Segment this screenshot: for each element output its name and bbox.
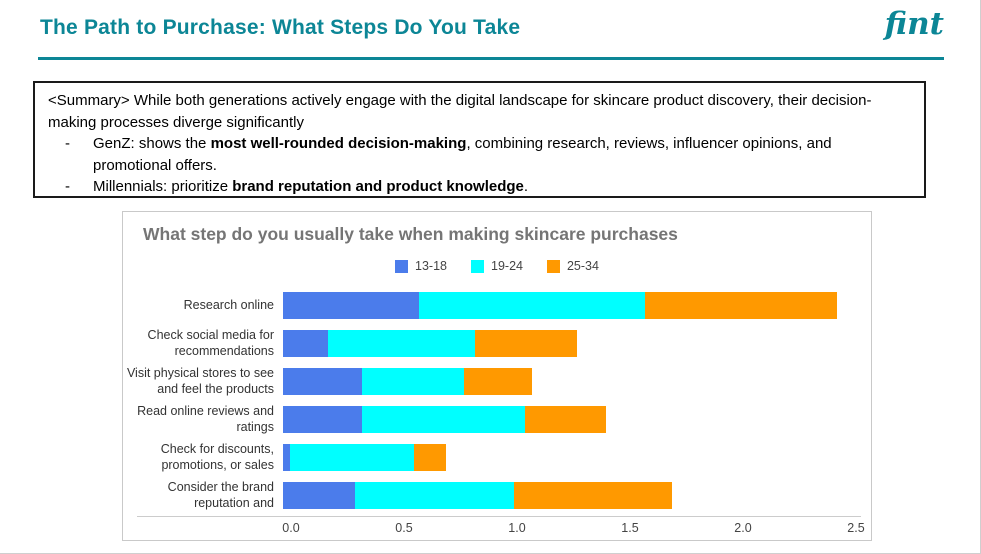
bar-segment-13-18 (283, 481, 356, 509)
bar-segment-13-18 (283, 291, 419, 319)
page-title: The Path to Purchase: What Steps Do You … (40, 16, 521, 39)
bar-segment-25-34 (524, 405, 607, 433)
bullet-text: Millennials: prioritize brand reputation… (93, 178, 529, 195)
bar-segment-25-34 (414, 443, 446, 471)
legend-swatch-icon (395, 259, 409, 273)
bar-stack (283, 367, 848, 395)
bar-segment-13-18 (283, 443, 290, 471)
legend-label: 19-24 (491, 259, 523, 273)
category-label: Check for discounts, promotions, or sale… (160, 441, 274, 472)
category-label: Read online reviews and ratings (137, 403, 274, 434)
summary-bullet-genz: - GenZ: shows the most well-rounded deci… (48, 133, 911, 176)
bar-stack (283, 443, 848, 471)
chart-row: Check social media for recommendations (123, 324, 871, 362)
title-divider (38, 57, 944, 60)
category-label: Research online (183, 297, 274, 312)
bar-segment-25-34 (513, 481, 672, 509)
legend-label: 25-34 (566, 259, 599, 273)
category-label: Consider the brand reputation and (167, 479, 274, 510)
legend-item-19-24: 19-24 (471, 259, 523, 273)
category-label: Visit physical stores to see and feel th… (126, 365, 274, 396)
chart-plot: Research online Check social media for re… (123, 286, 871, 514)
summary-box: <Summary> While both generations activel… (33, 81, 926, 198)
chart-title: What step do you usually take when makin… (143, 224, 678, 244)
bullet-dash: - (65, 135, 70, 152)
chart-row: Consider the brand reputation and (123, 476, 871, 514)
bar-stack (283, 329, 848, 357)
bar-segment-19-24 (362, 405, 525, 433)
bar-segment-13-18 (283, 329, 329, 357)
summary-bullet-millennials: - Millennials: prioritize brand reputati… (48, 176, 911, 198)
bar-segment-19-24 (328, 329, 476, 357)
bar-segment-19-24 (289, 443, 415, 471)
legend-item-13-18: 13-18 (395, 259, 447, 273)
fint-logo: fint (884, 6, 944, 42)
chart-row: Check for discounts, promotions, or sale… (123, 438, 871, 476)
legend-swatch-icon (471, 259, 484, 273)
bar-segment-13-18 (283, 367, 363, 395)
chart-row: Research online (123, 286, 871, 324)
legend-label: 13-18 (415, 259, 447, 273)
chart-legend: 13-18 19-24 25-34 (123, 259, 871, 273)
x-tick-label: 0.0 (282, 521, 300, 535)
legend-swatch-icon (546, 259, 560, 273)
bar-segment-25-34 (475, 329, 577, 357)
x-tick-label: 1.0 (508, 521, 526, 535)
bullet-dash: - (65, 178, 70, 195)
bar-stack (283, 481, 848, 509)
bar-segment-19-24 (418, 291, 645, 319)
bar-stack (283, 405, 848, 433)
x-tick-label: 0.5 (395, 521, 413, 535)
bar-segment-25-34 (463, 367, 532, 395)
category-label: Check social media for recommendations (147, 327, 274, 358)
bar-stack (283, 291, 848, 319)
x-tick-label: 2.5 (847, 521, 865, 535)
bar-segment-13-18 (283, 405, 363, 433)
x-tick-label: 2.0 (734, 521, 752, 535)
bar-segment-19-24 (362, 367, 464, 395)
bullet-text: GenZ: shows the most well-rounded decisi… (93, 135, 832, 174)
summary-intro: <Summary> While both generations activel… (48, 92, 872, 131)
x-tick-label: 1.5 (621, 521, 639, 535)
x-axis: 0.0 0.5 1.0 1.5 2.0 2.5 (123, 521, 871, 539)
legend-item-25-34: 25-34 (546, 259, 599, 273)
bar-segment-19-24 (355, 481, 514, 509)
bar-segment-25-34 (644, 291, 837, 319)
chart-row: Visit physical stores to see and feel th… (123, 362, 871, 400)
x-axis-baseline (137, 516, 861, 517)
chart-card: What step do you usually take when makin… (122, 211, 872, 541)
chart-row: Read online reviews and ratings (123, 400, 871, 438)
